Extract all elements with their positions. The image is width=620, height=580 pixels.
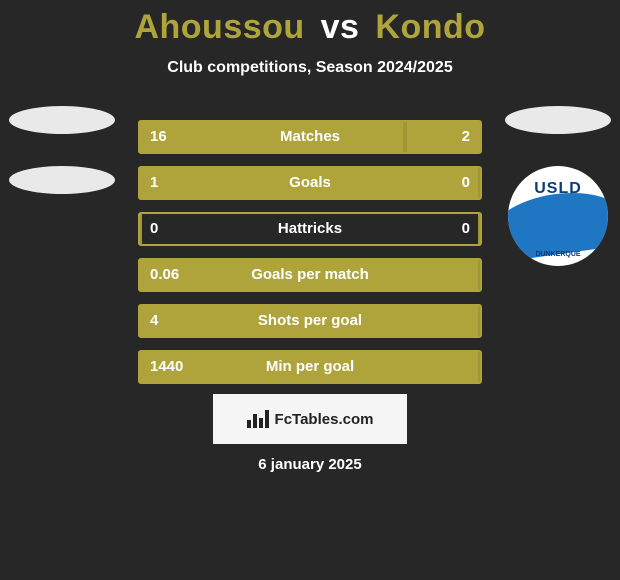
stat-value-right: 2	[462, 122, 470, 152]
club-placeholder-icon	[9, 166, 115, 194]
stat-label: Hattricks	[140, 214, 480, 244]
subtitle: Club competitions, Season 2024/2025	[0, 59, 620, 77]
stat-bar-right	[478, 168, 480, 198]
title-player-right: Kondo	[375, 8, 485, 46]
stat-row: 162Matches	[138, 120, 482, 154]
stat-row: 0 0Hattricks	[138, 212, 482, 246]
stat-row: 1440Min per goal	[138, 350, 482, 384]
stat-bar-left	[140, 306, 480, 336]
stat-bar-left	[140, 352, 480, 382]
chart-icon	[247, 410, 269, 428]
left-avatar-column	[2, 106, 122, 194]
site-badge: FcTables.com	[213, 394, 407, 444]
right-avatar-column: USLD DUNKERQUE	[498, 106, 618, 266]
stat-bar-left	[140, 122, 405, 152]
stat-bar-left	[140, 168, 480, 198]
player-placeholder-icon	[505, 106, 611, 134]
stat-value-left: 1	[150, 168, 158, 198]
stat-value-left: 1440	[150, 352, 183, 382]
stat-value-left: 0.06	[150, 260, 179, 290]
title-vs: vs	[321, 8, 360, 46]
club-badge-icon: USLD DUNKERQUE	[508, 166, 608, 266]
club-badge-subtext: DUNKERQUE	[508, 251, 608, 258]
stat-bar-right	[478, 306, 480, 336]
footer-date: 6 january 2025	[0, 456, 620, 473]
stat-bar-right	[478, 352, 480, 382]
stat-value-left: 0	[150, 214, 158, 244]
stat-bar-left	[140, 260, 480, 290]
site-name: FcTables.com	[275, 411, 374, 428]
stat-value-left: 16	[150, 122, 167, 152]
stat-row: 4Shots per goal	[138, 304, 482, 338]
stat-bar-right	[478, 260, 480, 290]
stat-row: 0.06Goals per match	[138, 258, 482, 292]
player-placeholder-icon	[9, 106, 115, 134]
stat-bar-right	[478, 214, 480, 244]
page-title: Ahoussou vs Kondo	[0, 0, 620, 47]
stat-value-left: 4	[150, 306, 158, 336]
title-player-left: Ahoussou	[134, 8, 304, 46]
stat-row: 10Goals	[138, 166, 482, 200]
stat-value-right: 0	[462, 214, 470, 244]
stats-bars: 162Matches10Goals00Hattricks0.06Goals pe…	[138, 120, 482, 384]
stat-value-right: 0	[462, 168, 470, 198]
stat-bar-left	[140, 214, 142, 244]
